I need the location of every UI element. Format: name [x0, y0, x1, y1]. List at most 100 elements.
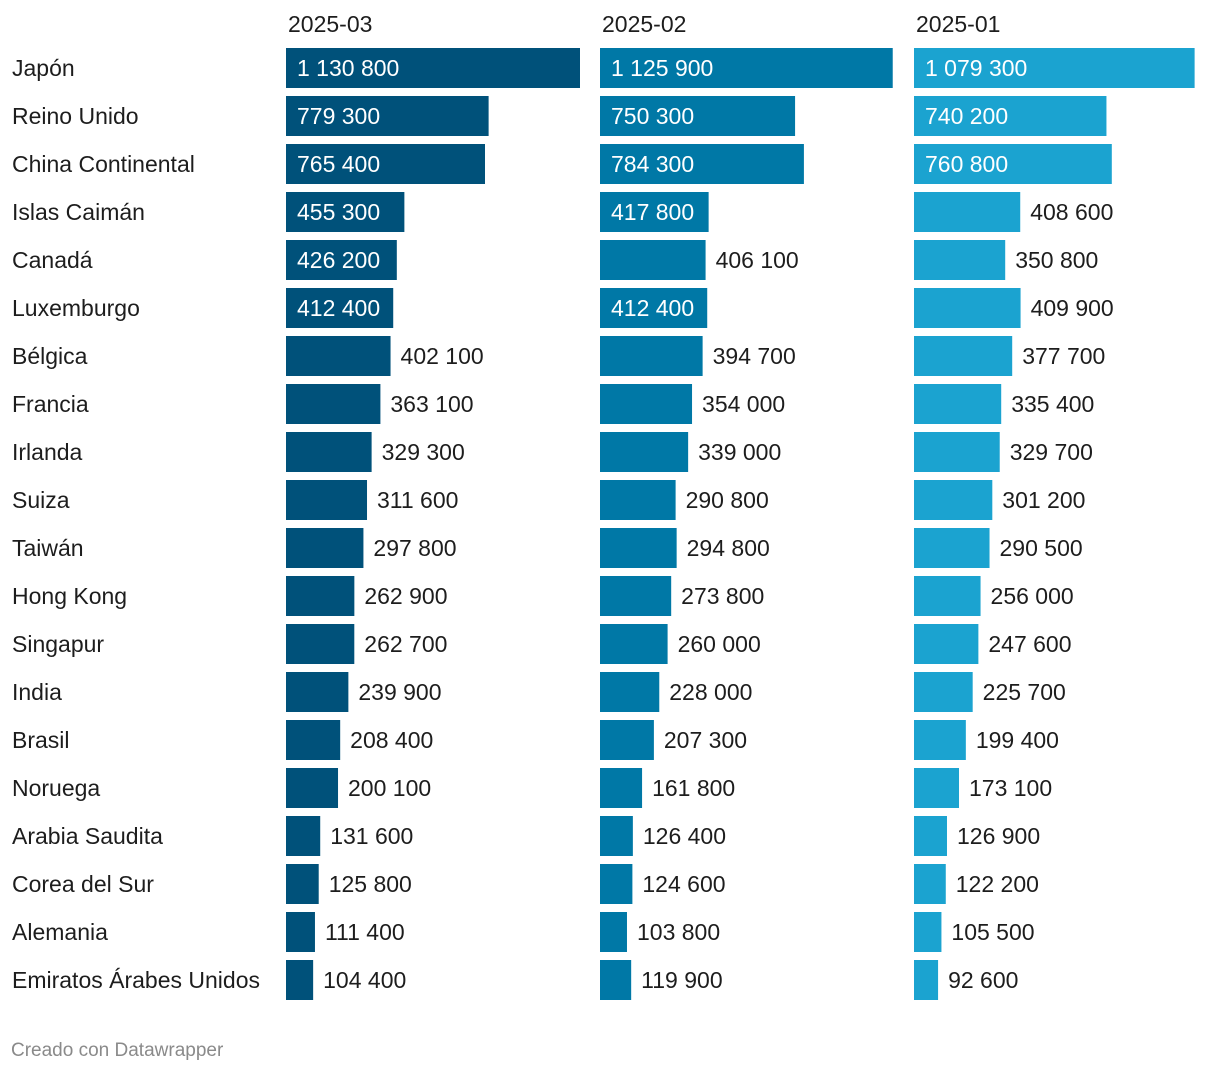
- series-header: 2025-03: [288, 11, 372, 37]
- data-label: 125 800: [329, 871, 412, 897]
- bar: [600, 672, 660, 712]
- bar: [286, 912, 315, 952]
- bar: [914, 720, 966, 760]
- category-label: Arabia Saudita: [12, 823, 163, 849]
- category-label: Corea del Sur: [12, 871, 154, 897]
- bar: [914, 384, 1002, 424]
- bar: [286, 768, 339, 808]
- category-label: Islas Caimán: [12, 199, 145, 225]
- category-label: China Continental: [12, 151, 195, 177]
- data-label: 104 400: [323, 967, 406, 993]
- data-label: 339 000: [698, 439, 781, 465]
- bar: [600, 576, 672, 616]
- bar: [286, 192, 405, 232]
- bar: [286, 144, 485, 184]
- bar: [286, 240, 397, 280]
- data-label: 199 400: [976, 727, 1059, 753]
- category-label: Emiratos Árabes Unidos: [12, 967, 260, 993]
- data-label: 354 000: [702, 391, 785, 417]
- data-label: 329 700: [1010, 439, 1093, 465]
- credit-footer: Creado con Datawrapper: [11, 1040, 224, 1061]
- data-label: 426 200: [297, 247, 380, 273]
- bar: [600, 288, 708, 328]
- data-label: 740 200: [925, 103, 1008, 129]
- bar: [914, 96, 1107, 136]
- category-label: Bélgica: [12, 343, 88, 369]
- data-label: 779 300: [297, 103, 380, 129]
- data-label: 409 900: [1031, 295, 1114, 321]
- bar: [286, 864, 319, 904]
- data-label: 297 800: [373, 535, 456, 561]
- category-label: Noruega: [12, 775, 100, 801]
- category-label: Brasil: [12, 727, 70, 753]
- bar: [286, 336, 391, 376]
- data-label: 126 900: [957, 823, 1040, 849]
- data-label: 208 400: [350, 727, 433, 753]
- bar: [600, 912, 627, 952]
- bar: [914, 816, 947, 856]
- data-label: 1 079 300: [925, 55, 1027, 81]
- bar: [914, 48, 1195, 88]
- bar: [914, 240, 1006, 280]
- bar: [914, 912, 942, 952]
- category-label: Reino Unido: [12, 103, 139, 129]
- bar: [914, 768, 960, 808]
- category-label: Canadá: [12, 247, 93, 273]
- bar: [286, 672, 349, 712]
- data-label: 119 900: [641, 967, 722, 993]
- bar: [914, 864, 946, 904]
- data-label: 350 800: [1015, 247, 1098, 273]
- data-label: 161 800: [652, 775, 735, 801]
- data-label: 200 100: [348, 775, 431, 801]
- bar: [286, 576, 355, 616]
- data-label: 131 600: [330, 823, 413, 849]
- bar: [286, 480, 368, 520]
- bar: [286, 720, 341, 760]
- bar: [914, 336, 1013, 376]
- bar: [914, 432, 1000, 472]
- bar: [914, 624, 979, 664]
- bar: [600, 864, 633, 904]
- data-label: 103 800: [637, 919, 720, 945]
- data-label: 765 400: [297, 151, 380, 177]
- data-label: 301 200: [1002, 487, 1085, 513]
- bar: [286, 384, 381, 424]
- data-label: 412 400: [297, 295, 380, 321]
- data-label: 412 400: [611, 295, 694, 321]
- data-label: 260 000: [678, 631, 761, 657]
- bar: [914, 672, 973, 712]
- data-label: 377 700: [1022, 343, 1105, 369]
- bar: [600, 144, 804, 184]
- series-header: 2025-02: [602, 11, 686, 37]
- data-label: 173 100: [969, 775, 1052, 801]
- bar: [286, 96, 489, 136]
- data-label: 124 600: [642, 871, 725, 897]
- data-label: 122 200: [956, 871, 1039, 897]
- data-label: 256 000: [991, 583, 1074, 609]
- bar: [600, 960, 632, 1000]
- bar: [600, 768, 643, 808]
- category-label: Japón: [12, 55, 75, 81]
- bar: [286, 816, 321, 856]
- category-label: Taiwán: [12, 535, 84, 561]
- data-label: 455 300: [297, 199, 380, 225]
- data-label: 750 300: [611, 103, 694, 129]
- bar: [914, 288, 1021, 328]
- data-label: 207 300: [664, 727, 747, 753]
- data-label: 394 700: [713, 343, 796, 369]
- data-label: 105 500: [951, 919, 1034, 945]
- data-label: 290 800: [686, 487, 769, 513]
- data-label: 363 100: [390, 391, 473, 417]
- bar: [600, 384, 693, 424]
- data-label: 784 300: [611, 151, 694, 177]
- bar-chart: Japón Reino Unido China Continental Islas C…: [12, 11, 1195, 1000]
- data-label: 111 400: [325, 919, 405, 945]
- data-label: 329 300: [382, 439, 465, 465]
- bar: [600, 816, 633, 856]
- data-label: 273 800: [681, 583, 764, 609]
- bar: [914, 144, 1112, 184]
- data-label: 228 000: [669, 679, 752, 705]
- data-label: 239 900: [358, 679, 441, 705]
- bar: [286, 432, 372, 472]
- data-label: 408 600: [1030, 199, 1113, 225]
